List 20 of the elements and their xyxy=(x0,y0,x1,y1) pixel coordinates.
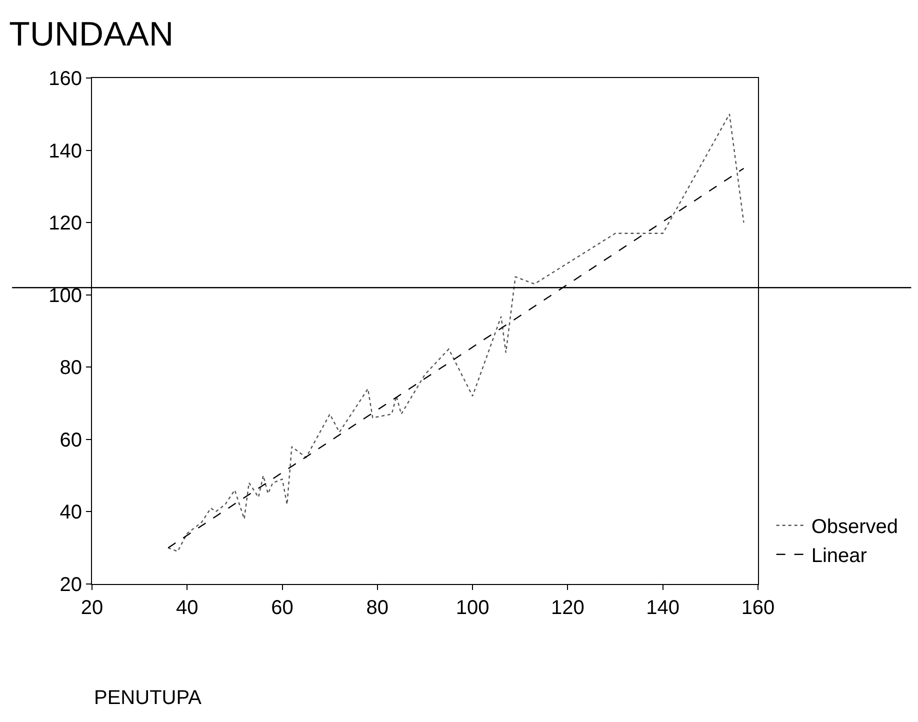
y-tick-label: 20 xyxy=(60,574,82,596)
x-tick-label: 60 xyxy=(271,597,294,619)
x-tick-label: 100 xyxy=(456,597,490,619)
legend-label: Linear xyxy=(811,545,868,568)
y-tick-label: 140 xyxy=(48,140,82,162)
x-tick-label: 40 xyxy=(176,597,198,619)
x-tick-label: 160 xyxy=(741,597,775,619)
legend-label: Observed xyxy=(811,516,898,538)
y-tick-label: 40 xyxy=(60,502,82,524)
y-tick-label: 60 xyxy=(60,429,82,452)
x-tick-label: 80 xyxy=(366,597,389,619)
x-tick-label: 120 xyxy=(551,597,584,619)
y-tick-label: 80 xyxy=(60,357,82,380)
x-axis-title: PENUTUPA xyxy=(94,687,202,709)
y-tick-label: 120 xyxy=(48,212,82,235)
x-tick-label: 140 xyxy=(646,597,680,619)
chart-title: TUNDAAN xyxy=(9,15,174,54)
y-tick-label: 160 xyxy=(48,68,82,90)
y-tick-label: 100 xyxy=(48,284,82,307)
x-tick-label: 20 xyxy=(80,597,104,619)
